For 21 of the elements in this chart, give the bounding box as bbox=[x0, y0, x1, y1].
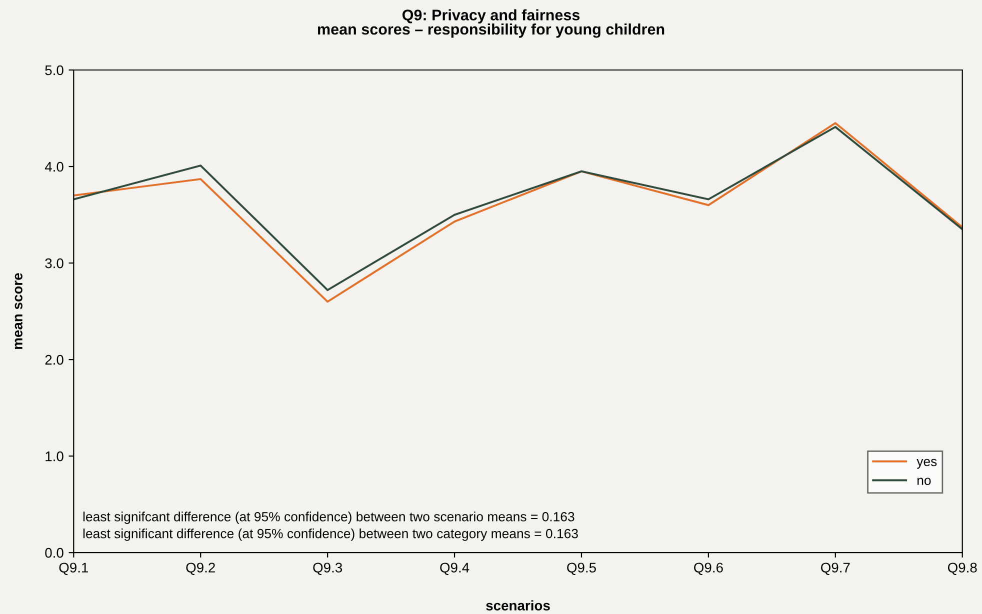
x-axis-title: scenarios bbox=[486, 600, 550, 610]
x-tick-label: Q9.3 bbox=[313, 562, 342, 576]
y-tick-label: 5.0 bbox=[45, 65, 64, 76]
annotation: least significant difference (at 95% confidence) between two category means = 0.163 bbox=[83, 528, 578, 541]
annotation: least signifcant difference (at 95% confidence) between two scenario means = 0.163 bbox=[83, 512, 574, 524]
y-tick-label: 1.0 bbox=[46, 451, 64, 462]
x-tick-label: Q9.2 bbox=[186, 562, 215, 576]
legend-label: yes bbox=[916, 458, 937, 469]
x-tick-label: Q9.8 bbox=[948, 562, 977, 576]
y-tick-label: 4.0 bbox=[44, 162, 64, 172]
x-tick-label: Q9.7 bbox=[821, 562, 850, 576]
x-tick-label: Q9.1 bbox=[59, 562, 88, 576]
x-tick-label: Q9.6 bbox=[694, 562, 723, 576]
x-tick-label: Q9.4 bbox=[440, 562, 470, 576]
y-tick-label: 3.0 bbox=[45, 258, 64, 268]
legend-label: no bbox=[918, 478, 931, 486]
x-tick-label: Q9.5 bbox=[567, 562, 596, 576]
y-tick-label: 0.0 bbox=[45, 548, 64, 558]
y-tick-label: 2.0 bbox=[45, 354, 64, 365]
y-axis-title: mean score bbox=[14, 273, 22, 349]
chart-title: Q9: Privacy and fairness mean scores – responsibility for young children bbox=[318, 9, 664, 38]
